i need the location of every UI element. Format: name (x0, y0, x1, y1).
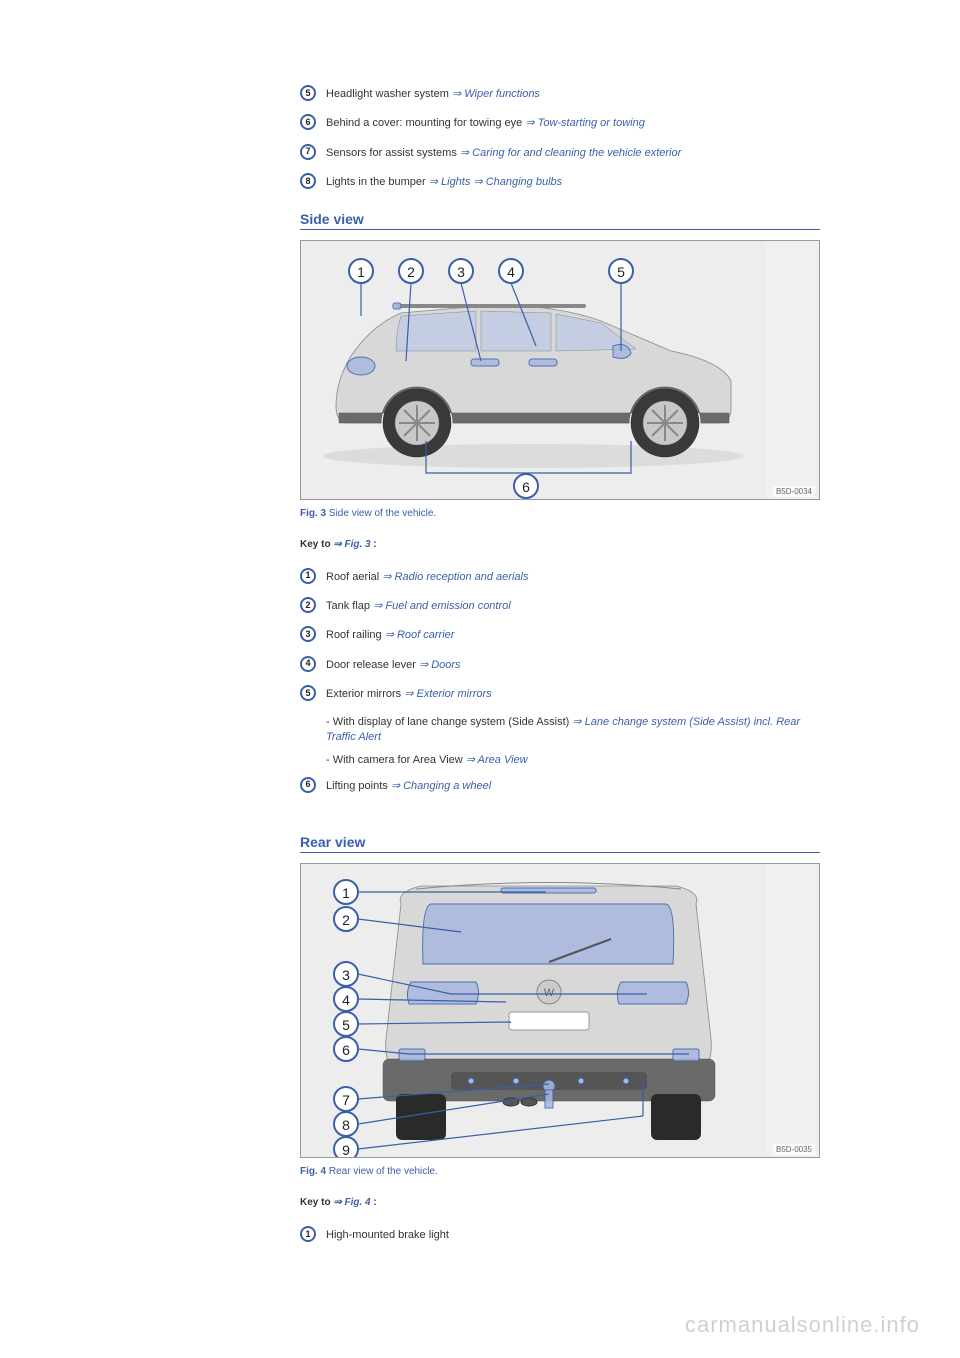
svg-text:W: W (544, 987, 555, 999)
list-item: 3 Roof railing ⇒ Roof carrier (300, 626, 820, 643)
number-badge-icon: 8 (300, 173, 316, 189)
side-view-diagram: 1 2 3 4 5 6 (301, 241, 766, 500)
figure-3-desc: Side view of the vehicle. (326, 508, 436, 519)
list-item: 1 High-mounted brake light (300, 1226, 820, 1243)
svg-text:3: 3 (457, 264, 465, 280)
list-item-text: Roof railing ⇒ Roof carrier (326, 626, 454, 643)
cross-reference-link[interactable]: ⇒ Area View (466, 754, 528, 766)
number-badge-icon: 2 (300, 597, 316, 613)
side-view-key-list: 1 Roof aerial ⇒ Radio reception and aeria… (300, 568, 820, 795)
list-item: 5 Exterior mirrors ⇒ Exterior mirrors (300, 685, 820, 702)
number-badge-icon: 5 (300, 685, 316, 701)
list-item-text: High-mounted brake light (326, 1226, 449, 1243)
svg-text:4: 4 (507, 264, 515, 280)
rear-key-link[interactable]: ⇒ Fig. 4 (333, 1197, 370, 1208)
figure-3-number: Fig. 3 (300, 508, 326, 519)
number-badge-icon: 1 (300, 1226, 316, 1242)
list-item-text: Tank flap ⇒ Fuel and emission control (326, 597, 511, 614)
side-key-colon: : (371, 539, 377, 550)
list-item-text: Behind a cover: mounting for towing eye … (326, 114, 645, 131)
cross-reference-link[interactable]: ⇒ Radio reception and aerials (382, 571, 528, 583)
sub-list-item: - With display of lane change system (Si… (326, 715, 820, 746)
side-key-label: Key to ⇒ Fig. 3 : (300, 539, 820, 550)
rear-view-key-list: 1 High-mounted brake light (300, 1226, 820, 1243)
cross-reference-link[interactable]: ⇒ Doors (419, 659, 461, 671)
svg-text:1: 1 (342, 885, 350, 901)
cross-reference-link[interactable]: ⇒ Caring for and cleaning the vehicle ex… (460, 147, 681, 159)
figure-4-number: Fig. 4 (300, 1166, 326, 1177)
list-item: 1 Roof aerial ⇒ Radio reception and aeria… (300, 568, 820, 585)
number-badge-icon: 5 (300, 85, 316, 101)
number-badge-icon: 6 (300, 777, 316, 793)
list-item: 6 Behind a cover: mounting for towing eye… (300, 114, 820, 131)
side-view-header: Side view (300, 211, 820, 230)
svg-text:6: 6 (342, 1042, 350, 1058)
figure-4-code: B5D-0035 (773, 1144, 815, 1155)
list-item-text: Headlight washer system ⇒ Wiper function… (326, 85, 540, 102)
list-item-text: Lights in the bumper ⇒ Lights ⇒ Changing… (326, 173, 562, 190)
cross-reference-link[interactable]: ⇒ Exterior mirrors (404, 688, 491, 700)
svg-text:2: 2 (407, 264, 415, 280)
svg-text:7: 7 (342, 1092, 350, 1108)
sub-list-item: - With camera for Area View ⇒ Area View (326, 753, 820, 768)
rear-view-diagram: W 1 2 3 4 5 6 7 8 9 (301, 864, 766, 1158)
cross-reference-link[interactable]: ⇒ Roof carrier (385, 629, 455, 641)
cross-reference-link[interactable]: ⇒ Changing a wheel (391, 780, 491, 792)
rear-view-header: Rear view (300, 834, 820, 853)
figure-3-code: B5D-0034 (773, 486, 815, 497)
rear-key-label: Key to ⇒ Fig. 4 : (300, 1197, 820, 1208)
svg-text:1: 1 (357, 264, 365, 280)
number-badge-icon: 4 (300, 656, 316, 672)
svg-text:5: 5 (617, 264, 625, 280)
list-item: 8 Lights in the bumper ⇒ Lights ⇒ Changin… (300, 173, 820, 190)
number-badge-icon: 6 (300, 114, 316, 130)
figure-3-side-view: 1 2 3 4 5 6 B5D-0034 (300, 240, 820, 500)
svg-text:5: 5 (342, 1017, 350, 1033)
list-item: 7 Sensors for assist systems ⇒ Caring for… (300, 144, 820, 161)
cross-reference-link[interactable]: ⇒ Tow-starting or towing (525, 117, 644, 129)
figure-4-rear-view: W 1 2 3 4 5 6 7 8 9 B5D-0035 (300, 863, 820, 1158)
number-badge-icon: 1 (300, 568, 316, 584)
list-item-text: Lifting points ⇒ Changing a wheel (326, 777, 491, 794)
list-item-text: Roof aerial ⇒ Radio reception and aerial… (326, 568, 528, 585)
side-key-link[interactable]: ⇒ Fig. 3 (333, 539, 370, 550)
watermark-text: carmanualsonline.info (685, 1312, 920, 1338)
figure-4-caption: Fig. 4 Rear view of the vehicle. (300, 1166, 820, 1177)
list-item-text: Sensors for assist systems ⇒ Caring for … (326, 144, 681, 161)
rear-key-colon: : (371, 1197, 377, 1208)
cross-reference-link[interactable]: ⇒ Wiper functions (452, 88, 540, 100)
svg-text:9: 9 (342, 1142, 350, 1158)
cross-reference-link[interactable]: ⇒ Lights ⇒ Changing bulbs (429, 176, 562, 188)
list-item-text: Exterior mirrors ⇒ Exterior mirrors (326, 685, 492, 702)
number-badge-icon: 3 (300, 626, 316, 642)
side-key-prefix: Key to (300, 539, 333, 550)
svg-text:3: 3 (342, 967, 350, 983)
list-item: 6 Lifting points ⇒ Changing a wheel (300, 777, 820, 794)
list-item-text: Door release lever ⇒ Doors (326, 656, 461, 673)
svg-text:2: 2 (342, 912, 350, 928)
svg-text:6: 6 (522, 479, 530, 495)
list-item: 2 Tank flap ⇒ Fuel and emission control (300, 597, 820, 614)
list-item: 4 Door release lever ⇒ Doors (300, 656, 820, 673)
svg-text:8: 8 (342, 1117, 350, 1133)
list-item: 5 Headlight washer system ⇒ Wiper functio… (300, 85, 820, 102)
figure-4-desc: Rear view of the vehicle. (326, 1166, 438, 1177)
figure-3-caption: Fig. 3 Side view of the vehicle. (300, 508, 820, 519)
cross-reference-link[interactable]: ⇒ Fuel and emission control (373, 600, 511, 612)
front-view-key-list: 5 Headlight washer system ⇒ Wiper functio… (300, 85, 820, 191)
number-badge-icon: 7 (300, 144, 316, 160)
document-page: 5 Headlight washer system ⇒ Wiper functio… (0, 0, 960, 1303)
svg-text:4: 4 (342, 992, 350, 1008)
rear-key-prefix: Key to (300, 1197, 333, 1208)
